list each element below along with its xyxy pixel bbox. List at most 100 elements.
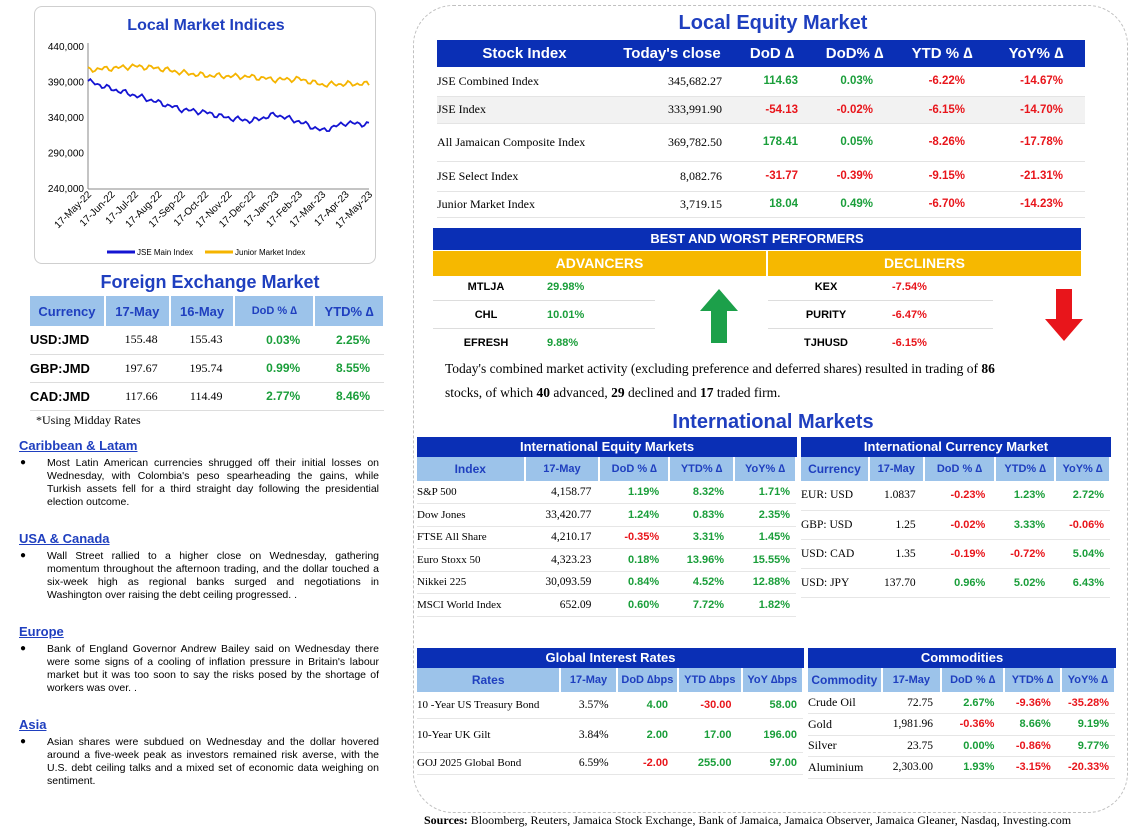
comm-title: Commodities <box>808 648 1116 668</box>
advancers-band: ADVANCERS <box>433 251 766 276</box>
comm-yoy: -35.28% <box>1060 692 1115 714</box>
news-item: USA & Canada ● Wall Street rallied to a … <box>19 531 379 602</box>
equity-title: Local Equity Market <box>678 12 868 34</box>
news-heading[interactable]: Europe <box>19 624 64 639</box>
fx-header: 16-May <box>169 296 236 326</box>
equity-row: JSE Combined Index 345,682.27 114.63 0.0… <box>437 67 1085 97</box>
comm-name: Gold <box>808 713 882 736</box>
ieq-header: 17-May <box>524 457 601 481</box>
rates-header: Rates <box>417 668 562 692</box>
decliners-list: KEX -7.54% PURITY -6.47% TJHUSD -6.15% <box>768 273 993 357</box>
comm-ytd: -9.36% <box>1004 692 1061 714</box>
y-tick-label: 240,000 <box>48 184 85 195</box>
ieq-name: FTSE All Share <box>417 526 525 549</box>
ieq-ytd: 4.52% <box>669 571 735 594</box>
ieq-row: MSCI World Index 652.09 0.60% 7.72% 1.82… <box>417 593 796 617</box>
comm-name: Crude Oil <box>808 692 882 714</box>
equity-header: YoY% ∆ <box>987 40 1085 67</box>
ieq-dod: -0.35% <box>599 526 670 549</box>
icur-name: USD: JPY <box>801 568 869 598</box>
ieq-name: MSCI World Index <box>417 593 525 617</box>
up-arrow-icon <box>700 289 738 343</box>
news-item: Asia ● Asian shares were subdued on Wedn… <box>19 717 379 788</box>
icur-row: USD: CAD 1.35 -0.19% -0.72% 5.04% <box>801 539 1110 569</box>
ieq-value: 4,323.23 <box>524 548 600 572</box>
comm-value: 72.75 <box>881 692 942 714</box>
fx-yesterday: 114.49 <box>169 382 235 411</box>
ieq-yoy: 1.71% <box>734 481 796 504</box>
series-line-jse-main-index <box>87 77 370 133</box>
legend-label: JSE Main Index <box>137 248 193 257</box>
ieq-header: DoD % ∆ <box>599 457 671 481</box>
commodities-block: Commodities Commodity 17-May DoD % ∆ YTD% ∆ Y… <box>808 648 1117 779</box>
icur-yoy: 6.43% <box>1055 568 1110 598</box>
performer-symbol: CHL <box>474 309 498 321</box>
ieq-ytd: 8.32% <box>669 481 735 504</box>
equity-row: JSE Select Index 8,082.76 -31.77 -0.39% … <box>437 161 1085 192</box>
icur-yoy: 5.04% <box>1055 539 1110 569</box>
sources-line: Sources: Bloomberg, Reuters, Jamaica Sto… <box>424 813 1071 828</box>
performer-symbol: PURITY <box>805 309 847 321</box>
ieq-title: International Equity Markets <box>417 437 797 457</box>
rates-header: 17-May <box>560 668 618 692</box>
rates-dod: 2.00 <box>616 718 679 753</box>
comm-value: 23.75 <box>881 735 942 757</box>
icur-value: 1.35 <box>868 539 924 569</box>
news-heading[interactable]: Asia <box>19 717 47 732</box>
icur-ytd: 5.02% <box>995 568 1056 598</box>
news-heading[interactable]: Caribbean & Latam <box>19 438 138 453</box>
ieq-yoy: 2.35% <box>734 503 796 527</box>
equity-yoy: -14.23% <box>987 191 1085 218</box>
performer-change: 10.01% <box>547 309 585 321</box>
rates-yoy: 97.00 <box>741 752 803 775</box>
comm-row: Gold 1,981.96 -0.36% 8.66% 9.19% <box>808 713 1115 736</box>
icur-header: 17-May <box>868 457 925 481</box>
intl-currency-block: International Currency Market Currency 17-… <box>801 437 1111 598</box>
ieq-row: Euro Stoxx 50 4,323.23 0.18% 13.96% 15.5… <box>417 548 796 572</box>
fx-note: *Using Midday Rates <box>36 413 141 427</box>
fx-ytd: 8.46% <box>314 382 384 411</box>
equity-ytd: -6.15% <box>897 96 987 124</box>
ieq-name: Nikkei 225 <box>417 571 525 594</box>
market-indices-chart: Local Market Indices 440,000 390,000 340,0… <box>34 6 376 264</box>
comm-yoy: 9.77% <box>1060 735 1115 757</box>
bullet-icon: ● <box>20 643 27 654</box>
ieq-yoy: 1.45% <box>734 526 796 549</box>
performer-change: -6.15% <box>892 337 927 349</box>
rates-title: Global Interest Rates <box>417 648 804 668</box>
summary-firm: 17 <box>699 385 714 400</box>
international-title: International Markets <box>672 411 874 433</box>
equity-yoy: -17.78% <box>987 123 1085 162</box>
icur-dod: -0.19% <box>923 539 996 569</box>
summary-text: advanced, <box>550 385 612 400</box>
equity-header: Today's close <box>612 40 732 67</box>
fx-yesterday: 155.43 <box>169 326 235 355</box>
equity-table: Stock Index Today's close DoD ∆ DoD% ∆ Y… <box>437 40 1085 218</box>
news-text: Bank of England Governor Andrew Bailey s… <box>47 643 379 694</box>
icur-header: YoY% ∆ <box>1055 457 1111 481</box>
line-chart: 440,000390,000340,000290,000240,00017-Ma… <box>48 42 376 257</box>
bullet-icon: ● <box>20 550 27 561</box>
right-panel-border <box>413 5 1128 813</box>
equity-yoy: -14.70% <box>987 96 1085 124</box>
ieq-yoy: 1.82% <box>734 593 796 617</box>
fx-table: Currency 17-May 16-May DoD % ∆ YTD% ∆ US… <box>30 296 385 411</box>
icur-ytd: -0.72% <box>995 539 1056 569</box>
rates-ytd: 255.00 <box>678 752 742 775</box>
icur-title: International Currency Market <box>801 437 1111 457</box>
equity-dod-pct: -0.39% <box>812 161 897 192</box>
news-text: Asian shares were subdued on Wednesday a… <box>47 736 379 787</box>
fx-header: YTD% ∆ <box>314 296 385 326</box>
icur-dod: 0.96% <box>923 568 996 598</box>
news-heading[interactable]: USA & Canada <box>19 531 110 546</box>
rates-header: DoD ∆bps <box>616 668 680 692</box>
news-item: Europe ● Bank of England Governor Andrew… <box>19 624 379 695</box>
legend-label: Junior Market Index <box>235 248 305 257</box>
equity-close: 333,991.90 <box>612 96 732 124</box>
fx-today: 197.67 <box>104 354 170 383</box>
market-summary: Today's combined market activity (exclud… <box>445 357 1085 405</box>
ieq-row: Nikkei 225 30,093.59 0.84% 4.52% 12.88% <box>417 571 796 594</box>
rates-row: 10 -Year US Treasury Bond 3.57% 4.00 -30… <box>417 692 803 719</box>
icur-header: Currency <box>801 457 870 481</box>
y-tick-label: 340,000 <box>48 113 85 124</box>
